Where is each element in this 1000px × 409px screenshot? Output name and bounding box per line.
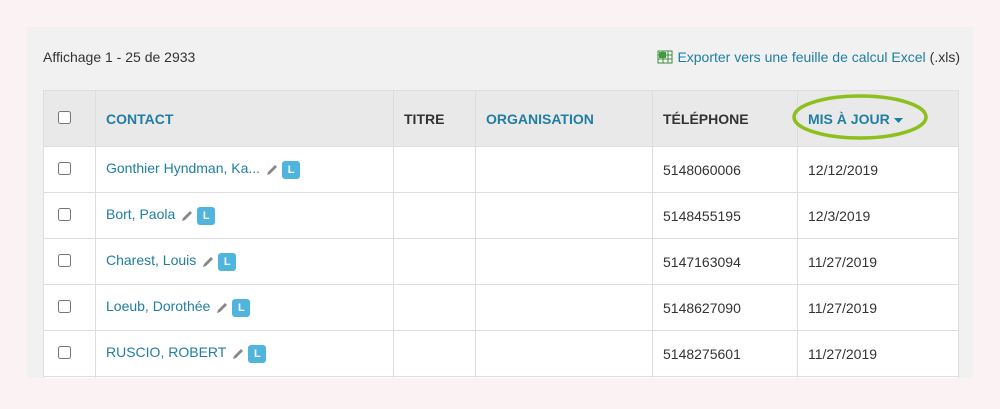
column-label: MIS À JOUR	[808, 110, 890, 127]
table-row: RUSCIO, ROBERT L 5148275601 11/27/2019	[43, 330, 959, 377]
edit-icon[interactable]	[231, 347, 245, 361]
phone-cell: 5148627090	[652, 284, 798, 331]
table-row	[43, 376, 959, 378]
edit-icon[interactable]	[215, 301, 229, 315]
phone-cell: 5148060006	[652, 146, 798, 193]
row-checkbox[interactable]	[58, 253, 71, 267]
export: Exporter vers une feuille de calcul Exce…	[657, 49, 960, 65]
organisation-cell	[475, 376, 653, 378]
contact-cell: Bort, Paola L	[95, 192, 394, 239]
title-cell	[393, 192, 476, 239]
contact-cell: Charest, Louis L	[95, 238, 394, 285]
organisation-cell	[475, 238, 653, 285]
row-checkbox[interactable]	[58, 299, 71, 313]
contact-cell: RUSCIO, ROBERT L	[95, 330, 394, 377]
contact-link[interactable]: Loeub, Dorothée	[106, 298, 211, 315]
row-checkbox[interactable]	[58, 207, 71, 221]
organisation-cell	[475, 146, 653, 193]
contact-link[interactable]: Charest, Louis	[106, 252, 197, 269]
organisation-cell	[475, 330, 653, 377]
select-cell	[43, 376, 96, 378]
select-all[interactable]	[58, 110, 71, 124]
updated-cell: 11/27/2019	[797, 238, 959, 285]
organisation-cell	[475, 192, 653, 239]
phone-cell: 5147163094	[652, 238, 798, 285]
contact-link[interactable]: Gonthier Hyndman, Ka...	[106, 160, 261, 177]
row-checkbox[interactable]	[58, 161, 71, 175]
table-row: Charest, Louis L 5147163094 11/27/2019	[43, 238, 959, 285]
updated-cell: 12/12/2019	[797, 146, 959, 193]
contact-cell	[95, 376, 394, 378]
table-row: Gonthier Hyndman, Ka... L 5148060006 12/12/…	[43, 146, 959, 193]
badge: L	[282, 160, 301, 179]
column-header[interactable]: ORGANISATION	[475, 90, 653, 147]
phone-cell: 5148455195	[652, 192, 798, 239]
phone-cell	[652, 376, 798, 378]
contact-link[interactable]: RUSCIO, ROBERT	[106, 344, 227, 361]
organisation-cell	[475, 284, 653, 331]
highlight-ellipse	[792, 94, 928, 140]
excel-icon	[657, 50, 673, 64]
table-row: Loeub, Dorothée L 5148627090 11/27/2019	[43, 284, 959, 331]
select-cell	[43, 146, 96, 193]
select-cell	[43, 284, 96, 331]
column-header: TITRE	[393, 90, 476, 147]
title-cell	[393, 146, 476, 193]
column-header[interactable]: CONTACT	[95, 90, 394, 147]
export-suffix: (.xls)	[929, 49, 960, 65]
sort-arrow	[893, 117, 903, 123]
table-row: Bort, Paola L 5148455195 12/3/2019	[43, 192, 959, 239]
badge: L	[232, 298, 251, 317]
column-header: TÉLÉPHONE	[652, 90, 798, 147]
badge: L	[218, 252, 237, 271]
select-cell	[43, 330, 96, 377]
results-panel: Affichage 1 - 25 de 2933 Exporter vers u…	[27, 27, 973, 378]
updated-cell: 11/27/2019	[797, 284, 959, 331]
contact-cell: Loeub, Dorothée L	[95, 284, 394, 331]
contact-link[interactable]: Bort, Paola	[106, 206, 176, 223]
export-link[interactable]: Exporter vers une feuille de calcul Exce…	[677, 49, 926, 65]
edit-icon[interactable]	[265, 163, 279, 177]
phone-cell: 5148275601	[652, 330, 798, 377]
title-cell	[393, 330, 476, 377]
result-count: Affichage 1 - 25 de 2933	[43, 49, 196, 65]
updated-cell: 11/27/2019	[797, 330, 959, 377]
row-checkbox[interactable]	[58, 345, 71, 359]
badge: L	[248, 344, 267, 363]
badge: L	[197, 206, 216, 225]
title-cell	[393, 238, 476, 285]
contact-cell: Gonthier Hyndman, Ka... L	[95, 146, 394, 193]
select-cell	[43, 238, 96, 285]
title-cell	[393, 376, 476, 378]
title-cell	[393, 284, 476, 331]
edit-icon[interactable]	[180, 209, 194, 223]
select-cell	[43, 192, 96, 239]
edit-icon[interactable]	[201, 255, 215, 269]
updated-cell	[797, 376, 959, 378]
contacts-table: CONTACT TITRE ORGANISATION TÉLÉPHONE MIS…	[43, 90, 959, 378]
select-all-cell	[43, 90, 96, 147]
updated-cell: 12/3/2019	[797, 192, 959, 239]
